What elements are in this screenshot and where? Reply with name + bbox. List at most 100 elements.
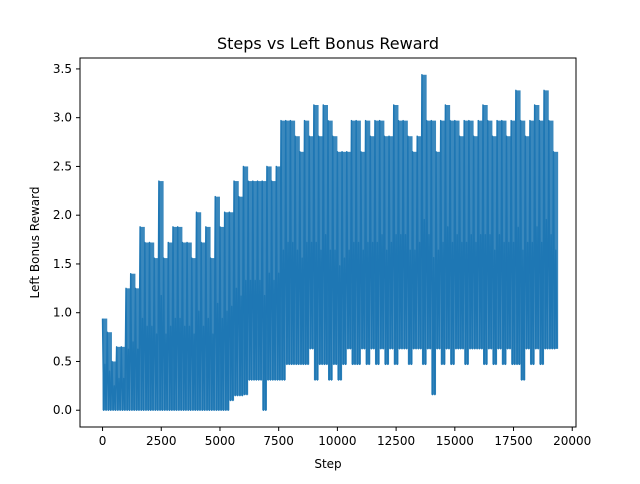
series-range-band xyxy=(525,136,530,349)
series-range-band xyxy=(539,120,545,365)
series-range-band xyxy=(374,120,380,365)
x-tick-label: 2500 xyxy=(146,434,177,448)
series-range-band xyxy=(544,90,549,349)
series-range-band xyxy=(389,136,394,349)
series-range-band xyxy=(426,120,432,349)
series-range-band xyxy=(478,120,483,349)
series-range-band xyxy=(177,226,183,411)
series-range-band xyxy=(529,120,535,365)
series-range-band xyxy=(304,120,310,365)
series-range-band xyxy=(276,166,282,380)
series-range-band xyxy=(266,166,272,380)
x-axis-ticks: 0 2500 5000 7500 10000 12500 15000 17500 20000 xyxy=(99,427,591,448)
series-range-band xyxy=(224,212,230,411)
y-tick-label: 3.0 xyxy=(53,111,72,125)
series-range-band xyxy=(492,136,498,365)
series-range-band xyxy=(158,181,164,411)
series-range-band xyxy=(111,361,117,411)
y-tick-label: 1.0 xyxy=(53,306,72,320)
series-range-band xyxy=(318,136,324,365)
series-range-band xyxy=(290,120,296,365)
x-tick-label: 12500 xyxy=(377,434,415,448)
x-tick-label: 17500 xyxy=(494,434,532,448)
series-range-band xyxy=(243,166,249,395)
series-range-band xyxy=(126,288,131,411)
series-range-band xyxy=(515,90,521,365)
series-range-band xyxy=(548,120,554,349)
series-range-band xyxy=(154,258,159,411)
series-range-band xyxy=(450,120,455,365)
series-range-band xyxy=(271,181,277,380)
series-range-band xyxy=(210,258,216,411)
series-range-band xyxy=(393,105,399,365)
series-range-band xyxy=(407,136,413,365)
series-range-band xyxy=(337,151,343,380)
y-tick-label: 1.5 xyxy=(53,257,72,271)
series-range-band xyxy=(281,120,286,381)
series-range-band xyxy=(102,318,108,411)
series-range-band xyxy=(149,242,155,411)
series-range-band xyxy=(483,105,488,365)
series-range-band xyxy=(187,242,192,411)
series-range-band xyxy=(417,136,422,349)
series-range-band xyxy=(299,151,305,365)
series-range-band xyxy=(553,151,559,349)
series-range-band xyxy=(487,120,493,349)
series-range-band xyxy=(196,212,202,411)
series-layer xyxy=(101,74,559,411)
series-range-band xyxy=(445,105,451,349)
series-range-band xyxy=(130,273,136,411)
series-range-band xyxy=(398,120,404,349)
series-range-band xyxy=(257,181,263,380)
series-range-band xyxy=(252,181,258,380)
x-tick-label: 15000 xyxy=(436,434,474,448)
series-range-band xyxy=(262,181,267,411)
series-range-band xyxy=(238,196,244,396)
series-range-band xyxy=(163,258,169,411)
series-range-band xyxy=(403,120,408,349)
y-tick-label: 0.0 xyxy=(53,403,72,417)
y-axis-ticks: 0.0 0.5 1.0 1.5 2.0 2.5 3.0 3.5 xyxy=(53,62,80,417)
series-range-band xyxy=(506,136,512,349)
series-range-band xyxy=(464,120,469,365)
series-range-band xyxy=(511,120,516,365)
series-range-band xyxy=(436,151,441,349)
series-range-band xyxy=(520,120,526,381)
series-range-band xyxy=(107,332,112,411)
x-axis-label: Step xyxy=(314,457,341,471)
y-tick-label: 2.0 xyxy=(53,208,72,222)
series-range-band xyxy=(328,120,333,381)
series-range-band xyxy=(351,120,357,365)
series-range-band xyxy=(412,151,418,349)
x-tick-label: 20000 xyxy=(553,434,591,448)
series-range-band xyxy=(370,136,375,349)
series-range-band xyxy=(431,120,437,395)
series-range-band xyxy=(121,346,127,411)
series-range-band xyxy=(323,105,328,365)
series-range-band xyxy=(497,120,502,349)
series-range-band xyxy=(309,136,314,349)
x-tick-label: 7500 xyxy=(263,434,294,448)
series-range-band xyxy=(379,120,385,349)
series-range-band xyxy=(205,226,211,411)
series-range-band xyxy=(215,196,220,411)
series-range-band xyxy=(313,105,319,380)
series-range-band xyxy=(365,120,371,365)
series-range-band xyxy=(116,346,122,411)
series-range-band xyxy=(168,242,173,411)
series-range-band xyxy=(248,181,253,380)
series-range-band xyxy=(234,181,239,396)
series-range-band xyxy=(182,242,188,411)
series-range-band xyxy=(173,226,178,411)
series-range-band xyxy=(201,242,206,411)
series-range-band xyxy=(459,136,465,349)
series-range-band xyxy=(140,226,145,411)
x-tick-label: 10000 xyxy=(318,434,356,448)
series-range-band xyxy=(295,136,300,365)
series-range-band xyxy=(219,226,225,411)
series-range-band xyxy=(342,151,347,365)
series-range-band xyxy=(534,105,540,349)
series-range-band xyxy=(285,120,291,365)
y-axis-label: Left Bonus Reward xyxy=(28,187,42,299)
